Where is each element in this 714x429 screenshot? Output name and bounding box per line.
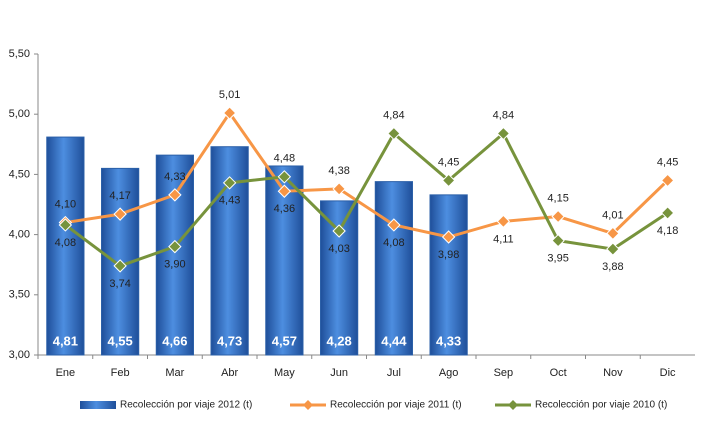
data-label: 4,48 [274, 153, 295, 165]
data-label: 4,45 [657, 156, 678, 168]
bar [429, 194, 468, 356]
x-tick-label: Ene [56, 367, 76, 379]
x-tick-label: Feb [111, 367, 130, 379]
data-label: 4,45 [438, 156, 459, 168]
y-tick-label: 3,50 [9, 289, 30, 301]
legend-label: Recolección por viaje 2011 (t) [330, 400, 462, 411]
marker [551, 209, 565, 224]
marker [441, 230, 456, 244]
legend-label: Recolección por viaje 2010 (t) [535, 400, 667, 411]
bar [374, 181, 413, 356]
line [65, 110, 669, 239]
legend-label: Recolección por viaje 2012 (t) [120, 400, 252, 411]
data-label: 4,36 [274, 203, 295, 215]
bar-label: 4,55 [107, 333, 132, 348]
bar-label: 4,33 [436, 333, 461, 348]
marker [58, 218, 73, 232]
x-tick-label: May [274, 367, 295, 379]
data-label: 3,95 [547, 253, 568, 265]
marker [168, 239, 182, 254]
marker [606, 226, 620, 241]
marker [168, 188, 182, 202]
bar [46, 136, 85, 356]
x-tick-label: Dic [660, 367, 676, 379]
data-label: 5,01 [219, 89, 240, 101]
x-tick-label: Ago [439, 367, 459, 379]
line [64, 131, 669, 268]
bar [155, 154, 194, 356]
x-tick-label: Abr [221, 367, 238, 379]
x-tick-label: Sep [494, 367, 514, 379]
y-tick-label: 4,50 [9, 168, 30, 180]
bar-label: 4,44 [381, 333, 407, 348]
x-tick-label: Nov [603, 367, 623, 379]
marker [496, 214, 511, 229]
bar-label: 4,81 [53, 333, 78, 348]
bar-label: 4,73 [217, 333, 242, 348]
data-label: 4,10 [55, 198, 76, 210]
marker [332, 224, 346, 238]
marker [441, 173, 456, 188]
bar [265, 165, 304, 356]
bar-label: 4,57 [272, 333, 297, 348]
bar [320, 200, 359, 356]
data-label: 4,11 [493, 233, 514, 245]
x-tick-label: Jul [387, 367, 401, 379]
marker [222, 106, 237, 120]
marker [113, 259, 127, 273]
marker [277, 184, 292, 198]
data-label: 3,90 [164, 259, 185, 271]
marker [387, 218, 401, 232]
data-label: 4,33 [164, 171, 185, 183]
marker [113, 207, 127, 221]
data-label: 4,01 [602, 209, 623, 221]
data-label: 3,74 [109, 278, 130, 290]
marker [496, 126, 511, 141]
data-label: 4,84 [493, 109, 514, 121]
bar-label: 4,28 [326, 333, 351, 348]
data-label: 4,18 [657, 225, 678, 237]
marker [277, 170, 292, 184]
marker [332, 182, 346, 196]
data-label: 4,17 [109, 190, 130, 202]
marker [551, 233, 565, 248]
data-label: 4,43 [219, 195, 240, 207]
data-label: 3,98 [438, 249, 459, 261]
data-label: 4,08 [55, 237, 76, 249]
data-label: 4,84 [383, 109, 404, 121]
marker [606, 242, 620, 256]
data-label: 3,88 [602, 261, 623, 273]
data-label: 4,38 [328, 165, 349, 177]
marker [222, 176, 237, 190]
x-tick-label: Mar [165, 367, 184, 379]
marker [387, 126, 401, 141]
y-tick-label: 5,00 [9, 108, 30, 120]
marker [660, 173, 675, 188]
data-label: 4,08 [383, 237, 404, 249]
x-tick-label: Oct [550, 367, 567, 379]
legend-swatch [80, 401, 116, 409]
y-tick-label: 4,00 [9, 229, 30, 241]
legend-marker [303, 400, 313, 410]
y-tick-label: 3,00 [9, 349, 30, 361]
legend-marker [508, 400, 518, 410]
data-label: 4,15 [547, 192, 568, 204]
marker [660, 206, 675, 220]
bar-label: 4,66 [162, 333, 187, 348]
data-label: 4,03 [328, 243, 349, 255]
y-tick-label: 5,50 [9, 48, 30, 60]
x-tick-label: Jun [330, 367, 348, 379]
